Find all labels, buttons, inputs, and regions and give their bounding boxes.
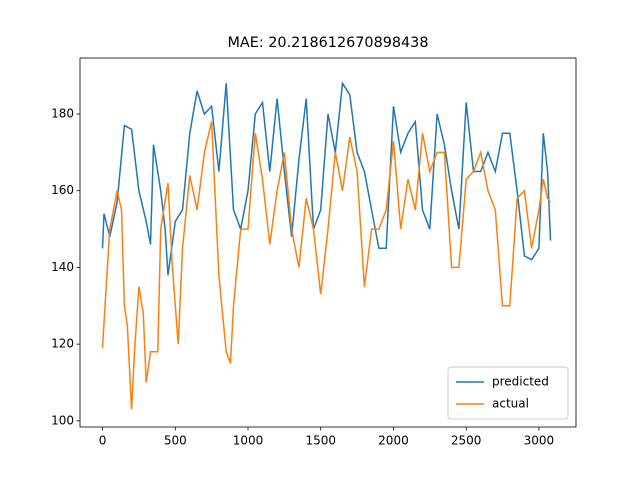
x-tick-label: 2000 [378,434,409,448]
x-tick-label: 0 [99,434,107,448]
data-line [101,121,552,410]
legend-label: actual [492,397,529,411]
y-tick-label: 120 [51,337,74,351]
data-line [101,81,552,276]
y-tick-label: 160 [51,183,74,197]
y-tick-label: 180 [51,107,74,121]
legend-label: predicted [492,375,549,389]
y-tick-label: 100 [51,413,74,427]
chart-title: MAE: 20.218612670898438 [228,35,429,51]
legend-box [447,366,569,420]
plot-frame [79,57,577,428]
x-tick-label: 1000 [233,434,264,448]
x-tick-label: 3000 [524,434,555,448]
x-tick-label: 500 [164,434,187,448]
x-tick-label: 1500 [305,434,336,448]
legend: predicted actual [447,366,569,420]
y-tick-label: 140 [51,260,74,274]
x-tick-label: 2500 [451,434,482,448]
